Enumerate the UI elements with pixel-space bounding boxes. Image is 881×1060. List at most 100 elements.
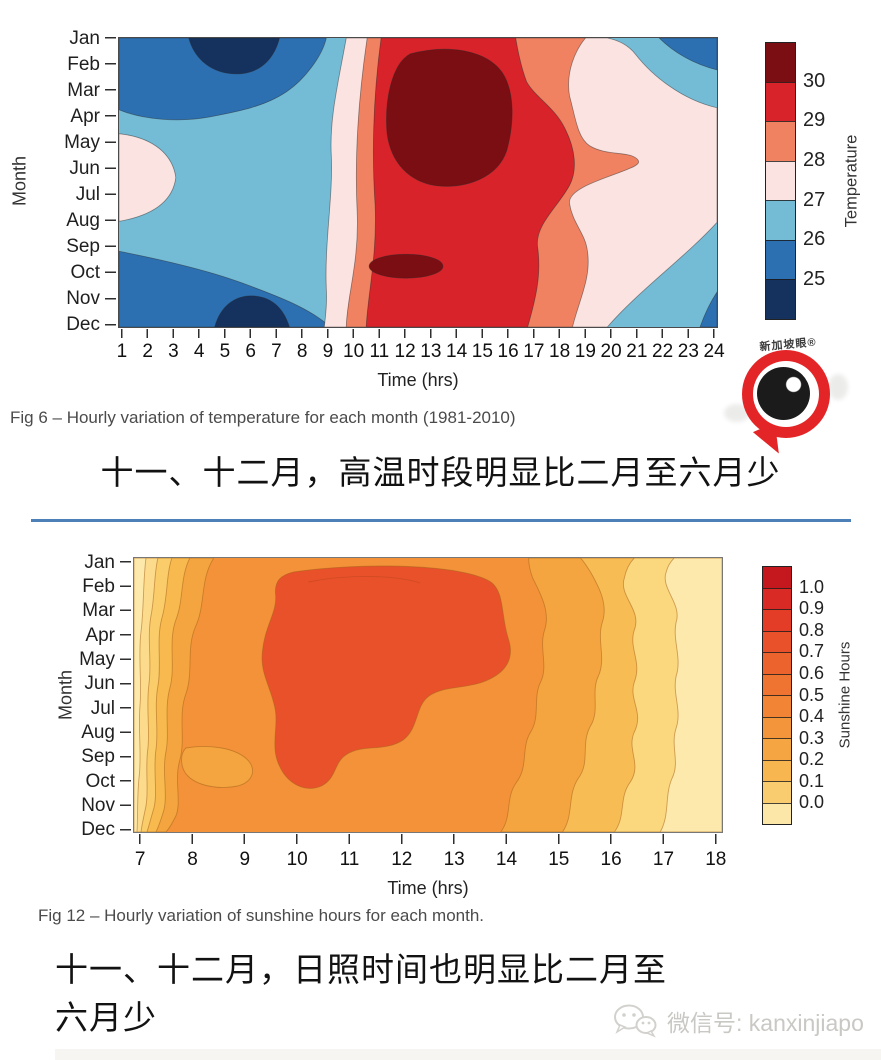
- colorbar-segment: [763, 567, 791, 588]
- headline-2-line-2: 六月少: [55, 998, 157, 1036]
- bottom-edge-strip: [55, 1049, 881, 1060]
- month-tick-label: Aug: [81, 721, 115, 743]
- logo-eye-pupil: [757, 367, 810, 420]
- hour-tick-label: 3: [168, 341, 179, 362]
- colorbar-segment: [766, 43, 795, 82]
- colorbar-tick-label: 25: [803, 268, 826, 290]
- fig1-contour-canvas: [119, 38, 717, 327]
- month-tick-label: Mar: [82, 600, 115, 622]
- fig2-y-ticks: [120, 561, 131, 831]
- month-tick-label: Dec: [81, 819, 115, 841]
- month-tick-label: May: [79, 648, 115, 670]
- fig2-x-ticks: [139, 834, 717, 844]
- fig1-y-axis-title: Month: [9, 155, 30, 207]
- hour-tick-label: 20: [600, 341, 622, 362]
- fig2-colorbar-title: Sunshine Hours: [836, 641, 854, 749]
- hour-tick-label: 9: [239, 849, 251, 870]
- month-tick-label: Jan: [84, 551, 115, 573]
- month-tick-label: Jan: [69, 27, 100, 49]
- colorbar-segment: [763, 630, 791, 652]
- hour-tick-label: 8: [296, 341, 308, 362]
- fig1-colorbar-title: Temperature: [842, 134, 861, 228]
- hour-tick-label: 18: [549, 341, 571, 362]
- colorbar-tick-label: 0.9: [799, 598, 825, 618]
- colorbar-segment: [766, 200, 795, 240]
- headline-2: 十一、十二月，日照时间也明显比二月至 六月少: [55, 946, 845, 1042]
- hour-tick-label: 11: [339, 849, 360, 870]
- fig2-colorbar: [762, 566, 792, 825]
- fig2-month-axis: Jan Feb Mar Apr May Jun Jul Aug Sep Oct …: [53, 550, 115, 842]
- wechat-watermark: 微信号: kanxinjiapo: [612, 1003, 864, 1039]
- colorbar-segment: [763, 695, 791, 717]
- watermark-text: 微信号: kanxinjiapo: [667, 1010, 864, 1036]
- xinjiapoyan-logo: 新加坡眼®: [724, 334, 848, 460]
- hour-tick-label: 24: [703, 341, 725, 362]
- fig1-contour-plot: [118, 37, 718, 328]
- fig1-x-axis-title: Time (hrs): [377, 370, 459, 390]
- wechat-icon: [614, 1004, 657, 1038]
- hour-tick-label: 15: [471, 341, 493, 362]
- headline-2-line-1: 十一、十二月，日照时间也明显比二月至: [55, 951, 667, 988]
- fig2-contour-canvas: [134, 558, 722, 832]
- month-tick-label: May: [64, 131, 100, 153]
- colorbar-tick-label: 0.8: [799, 620, 825, 640]
- month-tick-label: Feb: [67, 53, 100, 75]
- month-tick-label: Apr: [70, 105, 100, 127]
- month-tick-label: Mar: [67, 79, 100, 101]
- hour-tick-label: 14: [446, 341, 468, 362]
- month-tick-label: Jun: [84, 673, 115, 695]
- hour-tick-label: 7: [134, 849, 146, 870]
- month-tick-label: Nov: [81, 794, 115, 816]
- colorbar-tick-label: 0.2: [799, 749, 825, 769]
- month-tick-label: Aug: [66, 210, 100, 232]
- colorbar-tick-label: 0.6: [799, 663, 825, 683]
- fig1-caption: Fig 6 – Hourly variation of temperature …: [10, 408, 516, 427]
- hour-tick-label: 10: [343, 341, 365, 362]
- month-tick-label: Nov: [66, 288, 100, 310]
- hour-tick-label: 13: [420, 341, 442, 362]
- colorbar-segment: [763, 652, 791, 674]
- fig1-month-axis: Jan Feb Mar Apr May Jun Jul Aug Sep Oct …: [38, 25, 100, 338]
- hour-tick-label: 13: [443, 849, 465, 870]
- section-divider: [31, 519, 851, 522]
- month-tick-label: Oct: [70, 262, 100, 284]
- month-tick-label: Jun: [69, 157, 100, 179]
- hour-tick-label: 16: [600, 849, 622, 870]
- headline-1: 十一、十二月，高温时段明显比二月至六月少: [100, 454, 781, 491]
- hour-tick-label: 10: [286, 849, 308, 870]
- colorbar-segment: [766, 239, 795, 280]
- hour-tick-label: 19: [574, 341, 596, 362]
- fig1-colorbar: [765, 42, 796, 320]
- hour-tick-label: 15: [548, 849, 570, 870]
- colorbar-tick-label: 29: [803, 109, 826, 131]
- colorbar-segment: [766, 121, 795, 161]
- month-tick-label: Jul: [90, 697, 115, 719]
- month-tick-label: Sep: [66, 236, 100, 258]
- fig1-hour-axis: 1 2 3 4 5 6 7 8 9 10 11 12 13 14 15 16 1…: [109, 342, 727, 364]
- fig1-y-ticks: [105, 37, 116, 326]
- fig2-x-axis-title: Time (hrs): [387, 878, 469, 898]
- hour-tick-label: 2: [142, 341, 153, 362]
- fig2-hour-axis: 7 8 9 10 11 12 13 14 15 16 17 18: [114, 850, 742, 872]
- colorbar-segment: [763, 802, 791, 824]
- colorbar-segment: [763, 587, 791, 609]
- hour-tick-label: 18: [705, 849, 727, 870]
- month-tick-label: Sep: [81, 746, 115, 768]
- colorbar-segment: [766, 81, 795, 122]
- hour-tick-label: 11: [369, 341, 390, 362]
- colorbar-segment: [763, 673, 791, 695]
- hour-tick-label: 17: [652, 849, 675, 870]
- month-tick-label: Dec: [66, 314, 100, 336]
- hour-tick-label: 23: [677, 341, 699, 362]
- hour-tick-label: 5: [219, 341, 231, 362]
- hour-tick-label: 16: [497, 341, 519, 362]
- fig1-x-ticks: [121, 329, 715, 338]
- month-tick-label: Feb: [82, 575, 115, 597]
- hour-tick-label: 6: [245, 341, 256, 362]
- hour-tick-label: 12: [394, 341, 416, 362]
- colorbar-tick-label: 0.4: [799, 706, 825, 726]
- month-tick-label: Oct: [85, 770, 115, 792]
- hour-tick-label: 14: [495, 849, 518, 870]
- colorbar-tick-label: 0.7: [799, 641, 825, 661]
